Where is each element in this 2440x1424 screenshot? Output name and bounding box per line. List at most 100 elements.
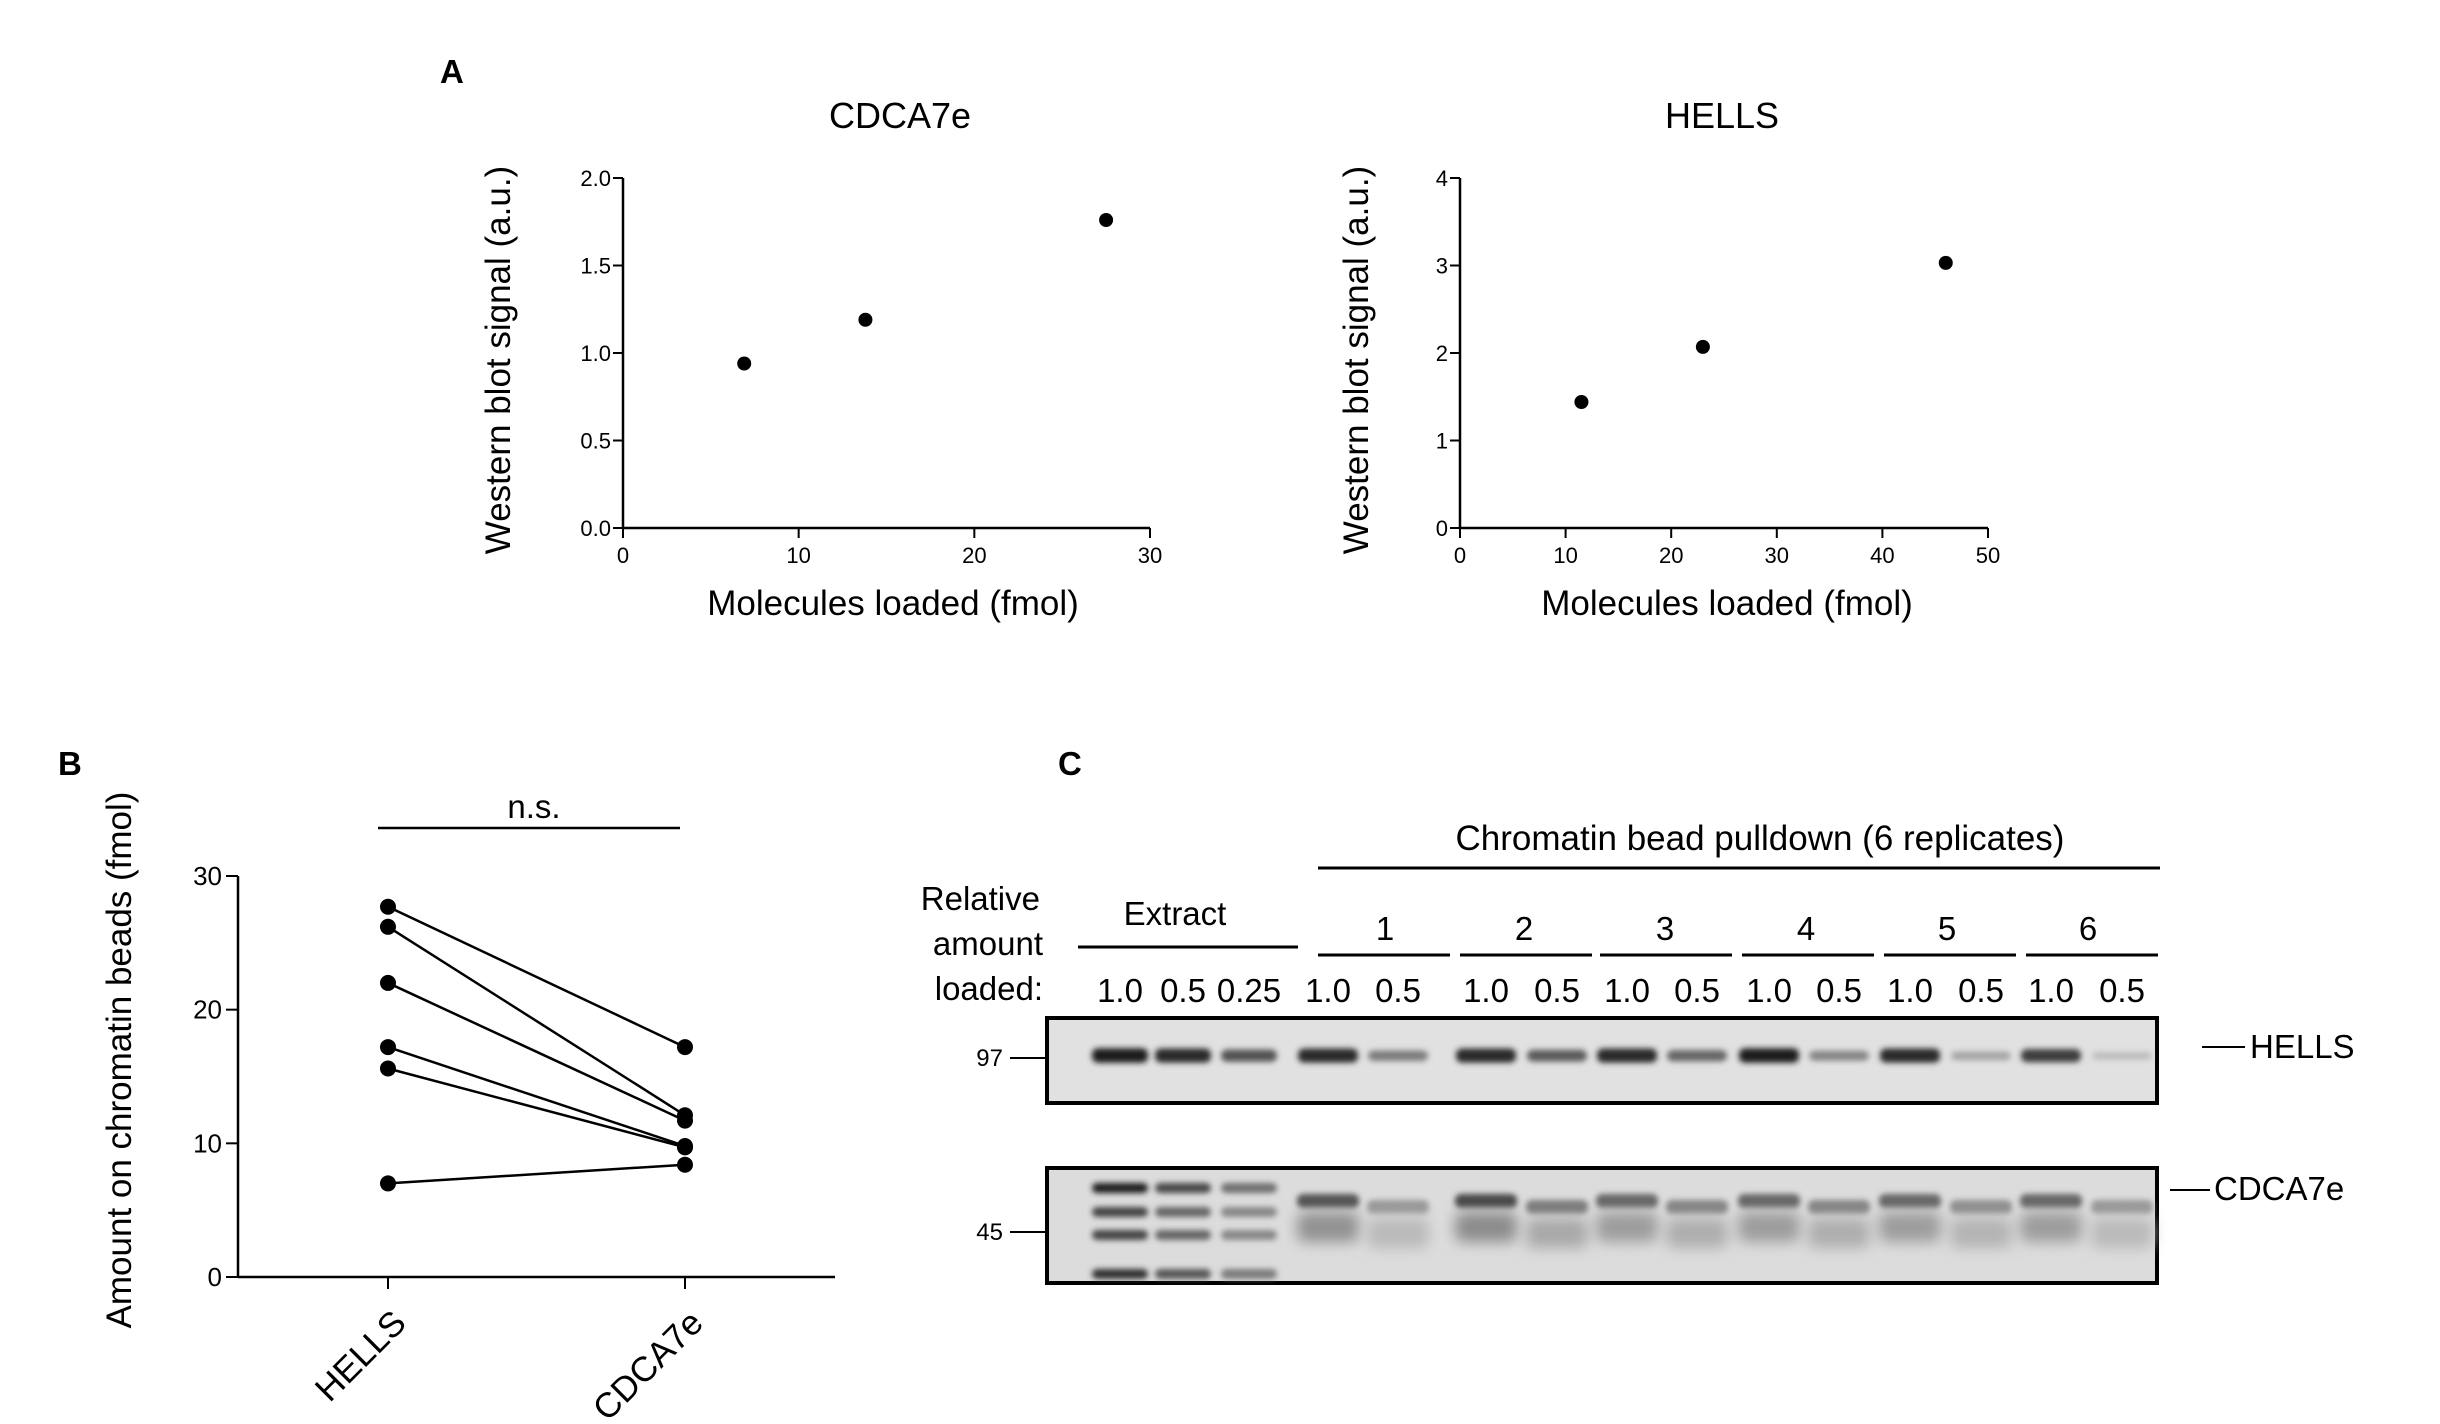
cdca7e-smear [1596, 1212, 1658, 1242]
y-tick-label: 0 [1436, 516, 1448, 541]
cdca7e-band [1596, 1194, 1658, 1208]
cdca7e-band [1092, 1269, 1148, 1279]
x-axis-label: Molecules loaded (fmol) [707, 584, 1079, 623]
y-tick-label: 1.5 [580, 254, 611, 279]
row-label-line-2: amount [933, 925, 1043, 962]
lane-label: 0.5 [1674, 972, 1720, 1009]
significance-label: n.s. [507, 788, 560, 825]
data-point [1938, 255, 1953, 270]
y-tick-label: 10 [193, 1128, 222, 1158]
data-point-hells [380, 898, 396, 915]
data-point-hells [380, 918, 396, 935]
lane-label: 0.5 [2099, 972, 2145, 1009]
pair-line [387, 1163, 686, 1185]
data-point-cdca7e [677, 1112, 693, 1129]
data-point [1574, 395, 1589, 409]
data-point [737, 356, 752, 371]
y-tick-label: 2.0 [580, 166, 611, 191]
cdca7e-band [1950, 1200, 2012, 1214]
replicate-label: 6 [2079, 910, 2097, 947]
x-category-label: CDCA7e [585, 1303, 710, 1424]
data-point [858, 312, 873, 327]
replicate-label: 2 [1515, 910, 1533, 947]
x-tick-label: 0 [617, 543, 629, 568]
y-axis-label: Western blot signal (a.u.) [479, 166, 518, 554]
cdca7e-band [2020, 1194, 2082, 1208]
cdca7e-band [1221, 1230, 1277, 1240]
scatter-chart-hells: HELLS Western blot signal (a.u.) Molecul… [1337, 95, 2000, 623]
lane-label: 0.5 [1816, 972, 1862, 1009]
cdca7e-band [1092, 1207, 1148, 1217]
y-tick-label: 2 [1436, 341, 1448, 366]
hells-band [1092, 1048, 1148, 1063]
cdca7e-band [2091, 1200, 2153, 1214]
cdca7e-smear [1950, 1218, 2012, 1248]
lane-label: 1.0 [1305, 972, 1351, 1009]
cdca7e-band [1155, 1269, 1211, 1279]
y-tick-label: 0.0 [580, 516, 611, 541]
cdca7e-band [1666, 1200, 1728, 1214]
y-tick-label: 3 [1436, 254, 1448, 279]
y-tick-label: 30 [193, 861, 222, 891]
y-tick-label: 1.0 [580, 341, 611, 366]
data-point-hells [380, 1175, 396, 1192]
cdca7e-smear [1879, 1212, 1941, 1242]
data-point-hells [380, 974, 396, 991]
x-axis-label: Molecules loaded (fmol) [1541, 584, 1913, 623]
cdca7e-band [1297, 1194, 1359, 1208]
cdca7e-band [1092, 1230, 1148, 1240]
cdca7e-band [1879, 1194, 1941, 1208]
cdca7e-band [1367, 1200, 1429, 1214]
y-tick-label: 20 [193, 995, 222, 1025]
lane-label: 1.0 [1604, 972, 1650, 1009]
cdca7e-smear [1367, 1218, 1429, 1248]
replicate-label: 4 [1797, 910, 1815, 947]
lane-label: 0.5 [1375, 972, 1421, 1009]
cdca7e-band [1221, 1269, 1277, 1279]
cdca7e-band [1221, 1183, 1277, 1193]
cdca7e-band [1455, 1194, 1517, 1208]
replicate-labels: 1 2 3 4 5 6 [1318, 910, 2158, 957]
hells-band [2092, 1052, 2152, 1060]
replicate-label: 1 [1376, 910, 1394, 947]
lane-label: 0.5 [1958, 972, 2004, 1009]
lane-label: 1.0 [1463, 972, 1509, 1009]
chart-title: HELLS [1665, 95, 1779, 136]
y-tick-label: 4 [1436, 166, 1448, 191]
data-point-cdca7e [677, 1156, 693, 1173]
replicate-label: 3 [1656, 910, 1674, 947]
y-axis-label: Western blot signal (a.u.) [1337, 166, 1376, 554]
hells-band [1155, 1048, 1211, 1063]
cdca7e-band-label: CDCA7e [2214, 1170, 2344, 1207]
lane-label: 0.25 [1217, 972, 1281, 1009]
x-tick-label: 10 [1553, 543, 1577, 568]
cdca7e-band [1155, 1183, 1211, 1193]
row-label-line-3: loaded: [935, 970, 1043, 1007]
lane-label: 1.0 [1887, 972, 1933, 1009]
cdca7e-band [1155, 1230, 1211, 1240]
replicate-group-label: Chromatin bead pulldown (6 replicates) [1456, 819, 2065, 858]
hells-band [1739, 1048, 1799, 1063]
x-category-label: HELLS [308, 1303, 414, 1409]
x-tick-label: 10 [786, 543, 810, 568]
hells-band [1368, 1050, 1428, 1061]
lane-label: 1.0 [1097, 972, 1143, 1009]
cdca7e-smear [1738, 1212, 1800, 1242]
hells-band [1221, 1049, 1277, 1062]
row-label-line-1: Relative [921, 880, 1040, 917]
cdca7e-band [1808, 1200, 1870, 1214]
x-tick-label: 30 [1138, 543, 1162, 568]
x-tick-label: 40 [1870, 543, 1894, 568]
x-tick-label: 20 [1659, 543, 1683, 568]
data-point [1099, 213, 1114, 227]
cdca7e-smear [1666, 1218, 1728, 1248]
hells-band [1880, 1048, 1940, 1063]
hells-band [1456, 1048, 1516, 1063]
cdca7e-smear [1526, 1218, 1588, 1248]
pair-line [387, 1067, 686, 1149]
cdca7e-smear [2091, 1218, 2153, 1248]
cdca7e-smear [1455, 1212, 1517, 1242]
pair-line [387, 1045, 686, 1148]
panel-label-b: B [58, 745, 82, 782]
data-point-hells [380, 1039, 396, 1056]
